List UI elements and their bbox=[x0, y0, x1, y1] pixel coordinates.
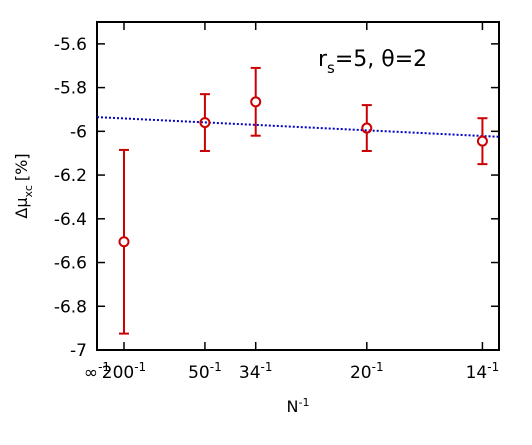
x-tick-label-0: ∞-1 bbox=[84, 360, 110, 383]
chart-annotation: rs=5, θ=2 bbox=[318, 47, 427, 77]
fit-line-group bbox=[96, 116, 500, 138]
x-tick-label-4: 20-1 bbox=[350, 360, 384, 383]
y-tick-label-7: -7 bbox=[70, 341, 87, 361]
y-tick-labels: -5.6 -5.8 -6 -6.2 -6.4 -6.6 -6.8 -7 bbox=[54, 35, 87, 361]
data-point-0 bbox=[118, 236, 130, 248]
y-tick-label-0: -5.6 bbox=[54, 35, 87, 55]
data-point-3 bbox=[361, 122, 373, 134]
x-tick-label-5: 14-1 bbox=[466, 360, 500, 383]
fit-line bbox=[96, 116, 500, 138]
data-point-1 bbox=[199, 117, 211, 129]
y-tick-label-6: -6.8 bbox=[54, 297, 87, 317]
y-tick-label-1: -5.8 bbox=[54, 79, 87, 99]
data-point-2 bbox=[250, 96, 262, 108]
y-tick-label-2: -6 bbox=[70, 122, 87, 142]
x-tick-label-3: 34-1 bbox=[239, 360, 273, 383]
data-points-group bbox=[118, 66, 488, 335]
y-tick-label-5: -6.6 bbox=[54, 254, 87, 274]
y-tick-label-3: -6.2 bbox=[54, 166, 87, 186]
x-axis-label: N-1 bbox=[287, 396, 310, 416]
plot-frame bbox=[96, 21, 500, 351]
x-tick-label-1: 200-1 bbox=[102, 360, 146, 383]
y-axis-label: Δμxc[%] bbox=[12, 153, 35, 218]
y-tick-label-4: -6.4 bbox=[54, 210, 87, 230]
data-point-4 bbox=[476, 135, 488, 147]
tick-marks bbox=[97, 22, 499, 351]
x-tick-label-2: 50-1 bbox=[188, 360, 222, 383]
